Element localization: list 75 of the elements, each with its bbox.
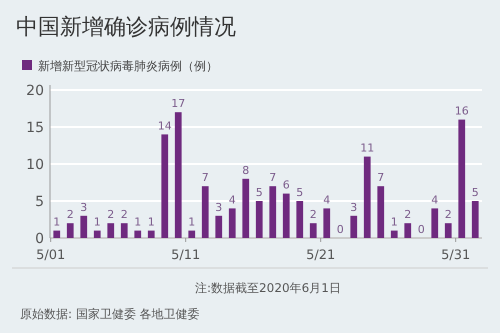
bar (444, 223, 452, 238)
bar (269, 186, 276, 238)
bar (256, 201, 263, 238)
bar (228, 208, 236, 238)
data-label: 11 (360, 142, 374, 155)
x-tick-label: 5/01 (36, 248, 66, 263)
y-tick-label: 10 (26, 157, 44, 173)
bar (377, 186, 384, 238)
data-label: 4 (431, 193, 438, 206)
bar (364, 156, 371, 238)
bar (94, 230, 101, 238)
data-label: 1 (188, 216, 196, 229)
bar (161, 134, 168, 238)
bar (431, 208, 438, 238)
y-tick-label: 0 (35, 231, 44, 247)
data-label: 4 (228, 193, 236, 206)
data-label: 6 (282, 178, 290, 192)
data-label: 5 (296, 186, 304, 199)
text: 注:数据截至2020年6月1日 (195, 281, 341, 295)
bar (134, 230, 142, 238)
bar (242, 178, 250, 238)
data-label: 7 (377, 171, 384, 184)
bar (472, 201, 479, 238)
x-tick-label: 5/21 (306, 248, 336, 263)
data-label: 5 (472, 186, 479, 199)
data-label: 2 (66, 208, 74, 222)
data-label: 16 (454, 104, 469, 118)
y-tick-label: 15 (26, 120, 44, 136)
bar (107, 223, 114, 238)
bar (174, 112, 182, 238)
bar (66, 223, 74, 238)
bar (458, 120, 466, 238)
data-label: 2 (107, 208, 114, 222)
data-label: 17 (171, 97, 186, 110)
bar (296, 201, 304, 238)
x-tick-label: 5/11 (171, 248, 200, 263)
data-label: 14 (158, 119, 172, 132)
data-label: 1 (134, 216, 142, 229)
data-label: 0 (336, 223, 344, 236)
data-label: 7 (269, 171, 276, 184)
data-label: 8 (242, 164, 250, 177)
text: 原始数据: 国家卫健委 各地卫健委 (20, 307, 200, 321)
bar (215, 216, 222, 238)
y-tick-label: 20 (26, 83, 44, 99)
data-label: 3 (215, 200, 222, 214)
legend-label: 新增新型冠状病毒肺炎病例（例） (38, 59, 218, 73)
data-label: 1 (94, 216, 101, 229)
bar (80, 216, 88, 238)
data-label: 3 (350, 200, 358, 214)
data-label: 1 (390, 216, 398, 229)
x-tick-label: 5/31 (441, 248, 470, 263)
bar (53, 230, 60, 238)
data-label: 1 (148, 216, 155, 229)
y-tick-label: 5 (35, 194, 44, 210)
bar (323, 208, 330, 238)
data-label: 7 (202, 171, 209, 184)
bar (120, 223, 128, 238)
data-label: 2 (444, 208, 452, 222)
bar (404, 223, 412, 238)
data-label: 4 (323, 193, 330, 206)
data-label: 1 (53, 216, 60, 229)
data-label: 2 (404, 208, 412, 222)
data-label: 3 (80, 200, 88, 214)
bar (310, 223, 317, 238)
data-label: 2 (310, 208, 317, 222)
bar (188, 230, 196, 238)
bar (390, 230, 398, 238)
data-label: 2 (120, 208, 128, 222)
data-label: 5 (256, 186, 263, 199)
data-label: 0 (418, 223, 425, 236)
bar (350, 216, 358, 238)
bar (148, 230, 155, 238)
bar (282, 194, 290, 238)
bar (202, 186, 209, 238)
chart-title: 中国新增确诊病例情况 (16, 15, 236, 40)
